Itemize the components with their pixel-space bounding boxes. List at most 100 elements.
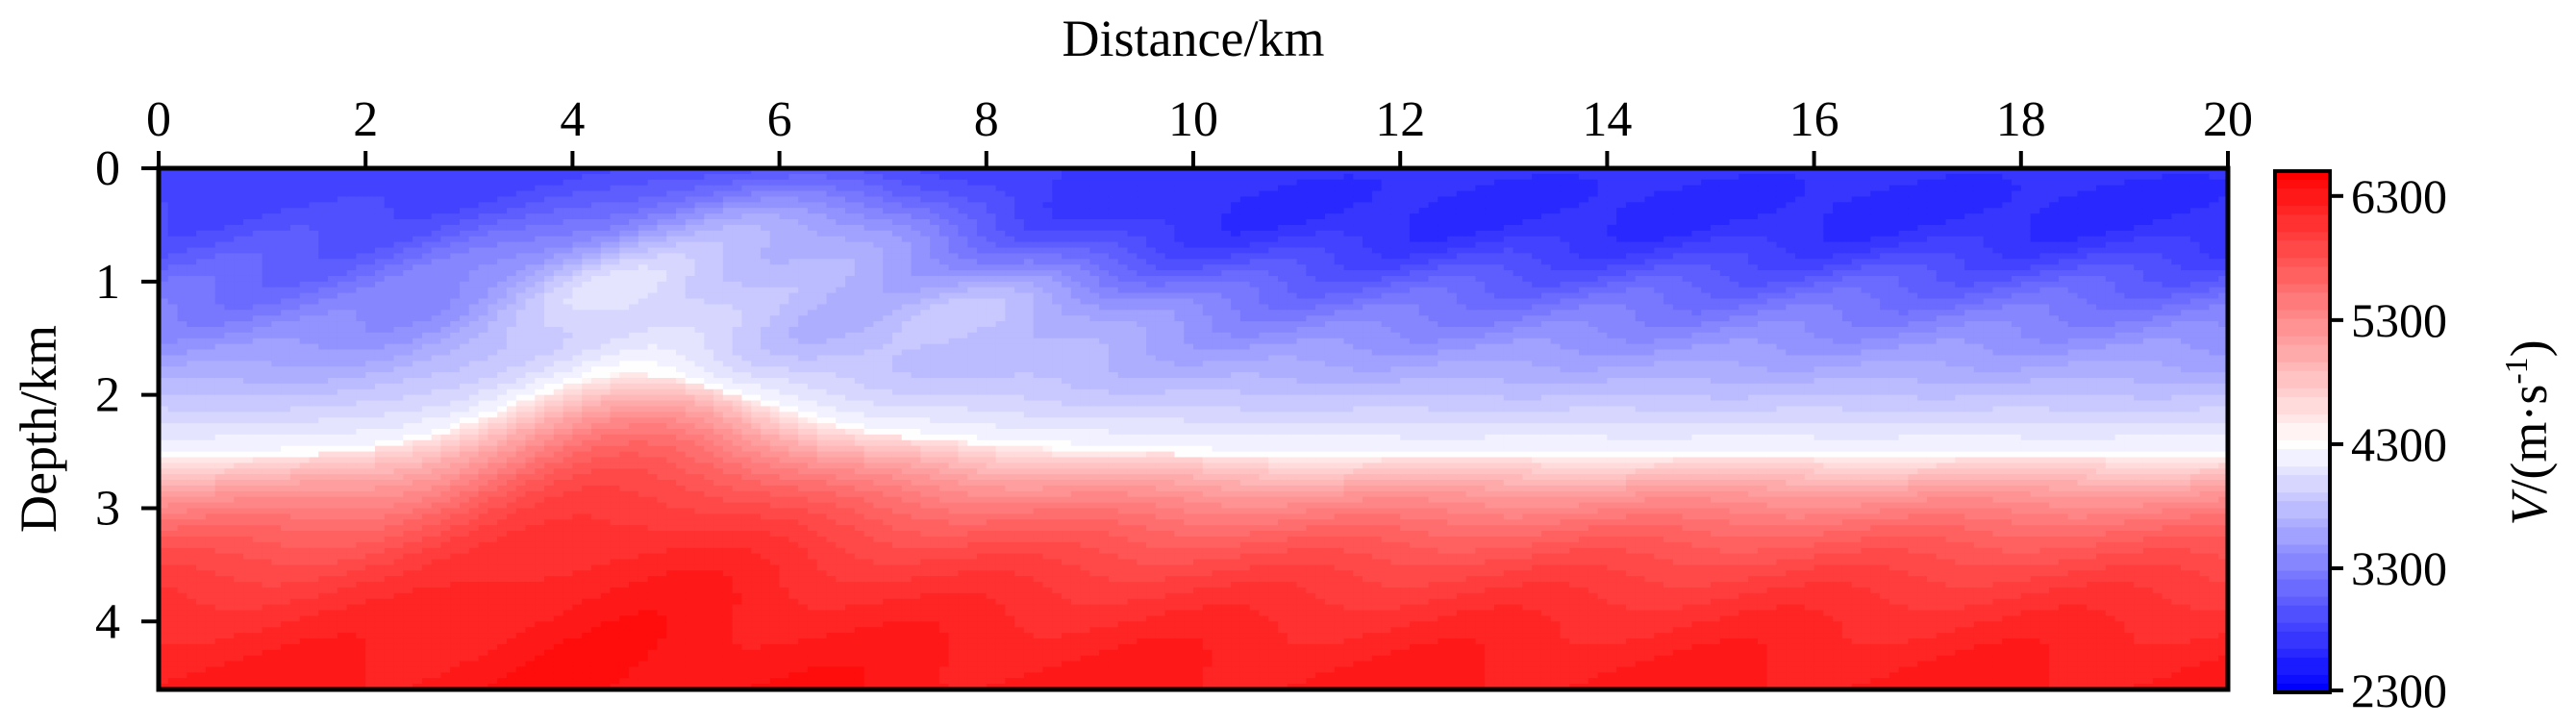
heatmap-cell — [572, 649, 583, 657]
heatmap-cell — [252, 480, 263, 487]
heatmap-cell — [582, 196, 592, 204]
heatmap-cell — [384, 190, 395, 198]
heatmap-cell — [431, 202, 442, 210]
heatmap-cell — [460, 468, 470, 475]
heatmap-cell — [196, 383, 207, 390]
heatmap-cell — [252, 463, 263, 470]
heatmap-cell — [647, 627, 659, 634]
heatmap-cell — [167, 592, 179, 600]
heatmap-cell — [497, 531, 508, 538]
heatmap-cell — [460, 349, 470, 357]
heatmap-cell — [167, 541, 179, 549]
heatmap-cell — [515, 429, 527, 436]
heatmap-cell — [234, 388, 244, 396]
heatmap-cell — [214, 310, 226, 316]
heatmap-cell — [252, 513, 263, 521]
heatmap-cell — [262, 621, 273, 628]
heatmap-cell — [289, 576, 301, 583]
heatmap-cell — [629, 236, 639, 243]
heatmap-cell — [384, 361, 395, 367]
heatmap-cell — [488, 208, 498, 214]
heatmap-cell — [600, 264, 612, 271]
heatmap-cell — [629, 468, 639, 475]
heatmap-cell — [488, 417, 498, 424]
heatmap-cell — [553, 598, 564, 606]
heatmap-cell — [535, 451, 545, 459]
heatmap-cell — [177, 417, 188, 424]
heatmap-cell — [488, 587, 498, 594]
heatmap-cell — [413, 400, 423, 408]
heatmap-cell — [196, 219, 207, 226]
heatmap-cell — [384, 474, 395, 481]
heatmap-cell — [525, 361, 537, 367]
heatmap-cell — [619, 338, 630, 345]
heatmap-cell — [657, 582, 668, 588]
heatmap-cell — [346, 332, 358, 339]
heatmap-cell — [234, 355, 244, 363]
heatmap-cell — [337, 253, 348, 261]
heatmap-cell — [159, 502, 169, 510]
heatmap-cell — [346, 310, 358, 316]
heatmap-cell — [187, 463, 197, 470]
heatmap-cell — [525, 525, 537, 532]
heatmap-cell — [629, 224, 639, 232]
heatmap-cell — [318, 564, 329, 572]
heatmap-cell — [497, 259, 508, 265]
heatmap-cell — [271, 383, 282, 390]
heatmap-cell — [328, 604, 338, 612]
heatmap-cell — [582, 564, 592, 572]
heatmap-cell — [431, 576, 442, 583]
heatmap-cell — [515, 173, 527, 181]
heatmap-cell — [610, 536, 621, 543]
heatmap-cell — [214, 355, 226, 363]
heatmap-cell — [506, 598, 517, 606]
heatmap-cell — [544, 326, 555, 334]
heatmap-cell — [328, 592, 338, 600]
heatmap-cell — [553, 502, 564, 510]
heatmap-cell — [450, 213, 461, 220]
heatmap-cell — [234, 292, 244, 300]
heatmap-cell — [582, 536, 592, 543]
heatmap-cell — [590, 241, 602, 249]
heatmap-cell — [647, 287, 659, 294]
heatmap-cell — [299, 310, 311, 316]
heatmap-cell — [252, 230, 263, 238]
heatmap-cell — [535, 570, 545, 577]
heatmap-cell — [506, 576, 517, 583]
heatmap-cell — [468, 275, 480, 283]
heatmap-cell — [234, 541, 244, 549]
heatmap-cell — [224, 224, 236, 232]
heatmap-cell — [187, 185, 197, 192]
heatmap-cell — [638, 190, 649, 198]
heatmap-cell — [629, 412, 639, 419]
heatmap-cell — [214, 264, 226, 271]
heatmap-cell — [535, 604, 545, 612]
heatmap-cell — [413, 264, 423, 271]
heatmap-cell — [421, 366, 433, 373]
heatmap-cell — [657, 666, 668, 674]
heatmap-cell — [214, 338, 226, 345]
heatmap-cell — [159, 508, 169, 515]
heatmap-cell — [544, 633, 555, 639]
heatmap-cell — [666, 190, 677, 198]
heatmap-cell — [657, 502, 668, 510]
heatmap-cell — [299, 355, 311, 363]
heatmap-cell — [657, 213, 668, 220]
heatmap-cell — [356, 547, 366, 555]
heatmap-cell — [450, 259, 461, 265]
heatmap-cell — [413, 247, 423, 255]
heatmap-cell — [224, 592, 236, 600]
heatmap-cell — [497, 474, 508, 481]
heatmap-cell — [582, 377, 592, 385]
heatmap-cell — [374, 649, 386, 657]
heatmap-cell — [374, 377, 386, 385]
heatmap-cell — [619, 559, 630, 566]
heatmap-cell — [515, 423, 527, 430]
heatmap-cell — [337, 412, 348, 419]
heatmap-cell — [638, 643, 649, 651]
heatmap-cell — [403, 445, 413, 453]
heatmap-cell — [374, 485, 386, 492]
heatmap-cell — [440, 615, 452, 623]
heatmap-cell — [421, 412, 433, 419]
heatmap-cell — [205, 451, 216, 459]
